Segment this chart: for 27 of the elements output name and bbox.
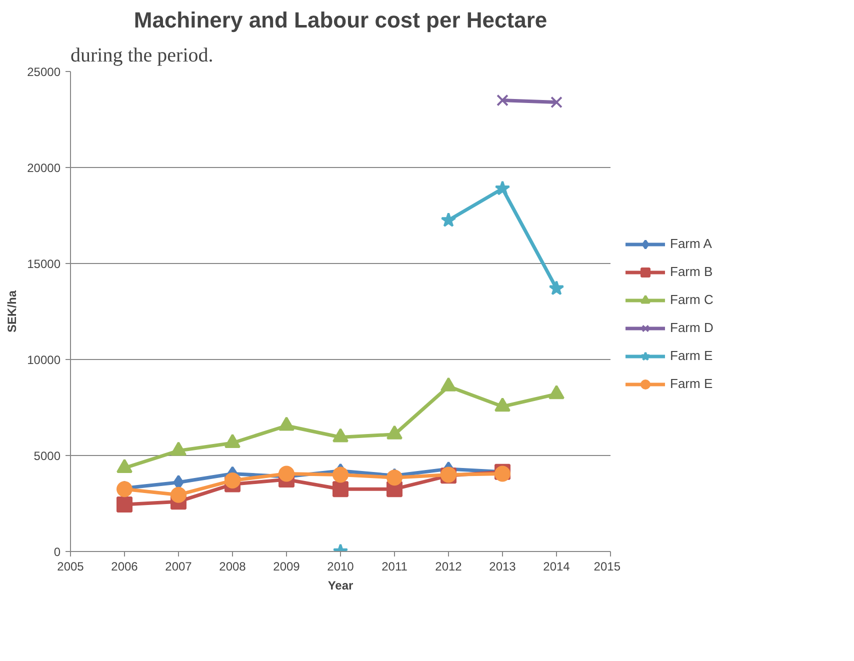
x-tick-label: 2011 — [382, 560, 408, 574]
y-tick-label: 0 — [54, 545, 61, 559]
x-tick-label: 2006 — [111, 560, 138, 574]
y-tick-label: 15000 — [27, 257, 61, 271]
legend-label: Farm D — [670, 320, 714, 335]
x-axis-title: Year — [328, 578, 354, 592]
y-tick-label: 20000 — [27, 161, 61, 175]
legend-label: Farm A — [670, 236, 713, 251]
y-tick-label: 5000 — [34, 449, 61, 463]
y-tick-label: 25000 — [27, 65, 61, 79]
text: during the period. — [70, 44, 214, 66]
chart-title: Machinery and Labour cost per Hectare — [134, 8, 548, 32]
x-tick-label: 2009 — [273, 560, 300, 574]
x-tick-label: 2014 — [543, 560, 570, 574]
legend-label: Farm C — [670, 292, 714, 307]
x-tick-label: 2015 — [594, 560, 621, 574]
legend-label: Farm E — [670, 376, 714, 391]
legend-label: Farm E — [670, 348, 714, 363]
x-tick-label: 2013 — [489, 560, 516, 574]
y-axis-title: SEK/ha — [5, 290, 20, 333]
y-tick-label: 10000 — [27, 353, 61, 367]
x-tick-label: 2008 — [219, 560, 246, 574]
x-tick-label: 2012 — [435, 560, 462, 574]
x-tick-label: 2005 — [57, 560, 84, 574]
x-tick-label: 2010 — [327, 560, 354, 574]
x-tick-label: 2007 — [165, 560, 192, 574]
legend-label: Farm B — [670, 264, 714, 279]
